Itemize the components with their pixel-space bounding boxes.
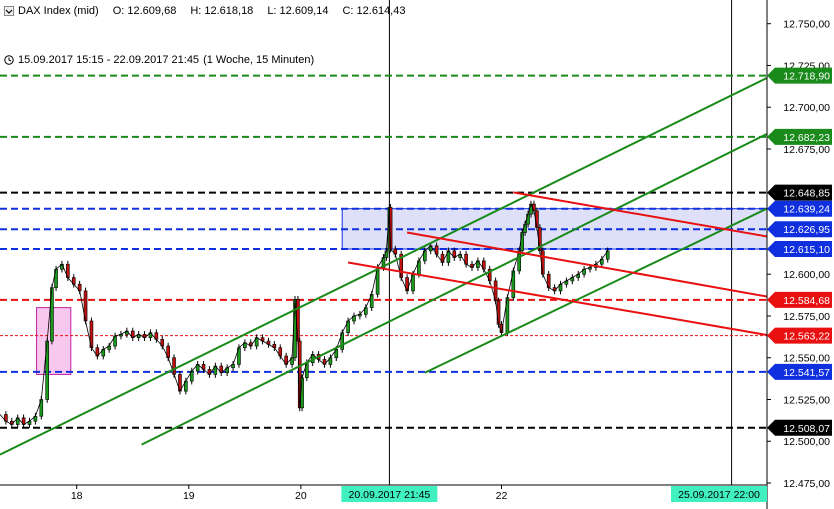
date-range: 15.09.2017 15:15 - 22.09.2017 21:45 — [18, 54, 200, 66]
trend-line-2 — [424, 204, 774, 374]
levels-layer — [0, 74, 767, 429]
price-tag-8 — [767, 363, 832, 380]
y-tick-label: 12.675,00 — [783, 144, 830, 156]
price-line — [0, 202, 609, 426]
zones-layer — [36, 208, 771, 375]
date-tag-label: 25.09.2017 22:00 — [678, 489, 760, 501]
price-tag-9 — [767, 419, 832, 436]
period-label: (1 Woche, 15 Minuten) — [203, 54, 315, 66]
low-value: L: 12.609,14 — [267, 5, 329, 17]
trend-line-4 — [406, 231, 774, 299]
price-tag-0 — [767, 67, 832, 84]
price-tag-4 — [767, 221, 832, 238]
y-tick-label: 12.500,00 — [783, 436, 830, 448]
x-tick-label: 22 — [496, 490, 508, 502]
price-tag-label: 12.541,57 — [783, 367, 830, 379]
trend-line-1 — [141, 133, 768, 446]
y-tick-label: 12.525,00 — [783, 394, 830, 406]
candle-body — [296, 298, 300, 342]
trend-line-3 — [513, 191, 774, 239]
y-tick-label: 12.550,00 — [783, 353, 830, 365]
y-tick-label: 12.700,00 — [783, 102, 830, 114]
clock-icon — [4, 55, 14, 65]
chevron-down-icon[interactable] — [4, 6, 14, 16]
y-tick-label: 12.750,00 — [783, 19, 830, 31]
candle-body — [535, 210, 539, 228]
price-tag-3 — [767, 200, 832, 217]
price-tag-label: 12.626,95 — [783, 224, 830, 236]
price-tag-label: 12.648,85 — [783, 188, 830, 200]
trend-lines-layer — [0, 71, 780, 456]
date-tag-label: 20.09.2017 21:45 — [349, 489, 431, 501]
trend-line-5 — [347, 261, 774, 338]
price-tag-label: 12.639,24 — [783, 204, 830, 216]
date-tag-0 — [341, 486, 438, 502]
x-tick-label: 18 — [71, 490, 83, 502]
y-tick-label: 12.575,00 — [783, 311, 830, 323]
high-value: H: 12.618,18 — [190, 5, 254, 17]
instrument-name: DAX Index (mid) — [18, 5, 99, 17]
price-tag-label: 12.563,22 — [783, 331, 830, 343]
y-tick-label: 12.475,00 — [783, 478, 830, 490]
x-axis: 18 19 20 22 20.09.2017 21:45 25.09.2017 22:00 — [0, 484, 767, 502]
price-tag-label: 12.682,23 — [783, 132, 830, 144]
price-tag-1 — [767, 128, 832, 145]
price-tag-2 — [767, 184, 832, 201]
x-tick-label: 20 — [295, 490, 307, 502]
time-range-header: 15.09.2017 15:15 - 22.09.2017 21:45 (1 W… — [4, 54, 314, 66]
candle-body — [297, 340, 302, 409]
price-tags-layer: 12.718,90 12.682,23 12.648,85 12.639,24 12.6… — [767, 67, 832, 436]
candle-body — [384, 250, 389, 258]
candle-body — [496, 300, 501, 325]
candle-body — [526, 213, 530, 225]
price-tag-label: 12.584,68 — [783, 295, 830, 307]
price-tag-5 — [767, 241, 832, 258]
price-tag-label: 12.615,10 — [783, 244, 830, 256]
open-value: O: 12.609,68 — [112, 5, 177, 17]
candle-body — [523, 223, 527, 233]
price-tag-7 — [767, 327, 832, 344]
price-tag-label: 12.508,07 — [783, 423, 830, 435]
price-tag-label: 12.718,90 — [783, 71, 830, 83]
y-tick-label: 12.600,00 — [783, 269, 830, 281]
candle-body — [520, 232, 524, 252]
x-tick-label: 19 — [183, 490, 195, 502]
date-tag-1 — [671, 486, 767, 502]
price-tag-6 — [767, 291, 832, 308]
trend-line-0 — [0, 71, 780, 456]
